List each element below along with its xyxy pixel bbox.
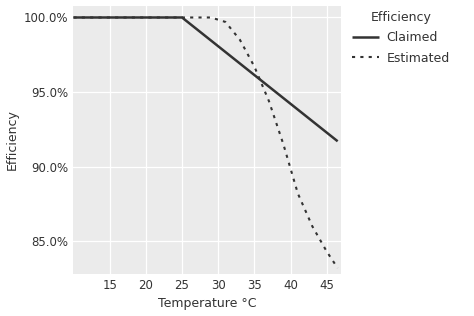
Y-axis label: Efficiency: Efficiency	[6, 109, 18, 170]
X-axis label: Temperature °C: Temperature °C	[158, 297, 256, 310]
Legend: Claimed, Estimated: Claimed, Estimated	[346, 6, 455, 70]
